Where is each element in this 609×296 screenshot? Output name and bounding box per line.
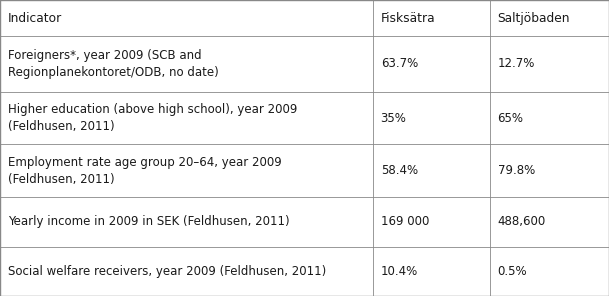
Text: 488,600: 488,600 — [498, 215, 546, 228]
Text: Yearly income in 2009 in SEK (Feldhusen, 2011): Yearly income in 2009 in SEK (Feldhusen,… — [8, 215, 289, 228]
Text: 58.4%: 58.4% — [381, 164, 418, 177]
Text: 10.4%: 10.4% — [381, 265, 418, 278]
Text: Social welfare receivers, year 2009 (Feldhusen, 2011): Social welfare receivers, year 2009 (Fel… — [8, 265, 326, 278]
Text: 79.8%: 79.8% — [498, 164, 535, 177]
Text: 35%: 35% — [381, 112, 406, 125]
Text: 12.7%: 12.7% — [498, 57, 535, 70]
Text: Higher education (above high school), year 2009
(Feldhusen, 2011): Higher education (above high school), ye… — [8, 103, 297, 133]
Text: 0.5%: 0.5% — [498, 265, 527, 278]
Text: 65%: 65% — [498, 112, 524, 125]
Text: Foreigners*, year 2009 (SCB and
Regionplanekontoret/ODB, no date): Foreigners*, year 2009 (SCB and Regionpl… — [8, 49, 219, 79]
Text: Fisksätra: Fisksätra — [381, 12, 435, 25]
Text: 169 000: 169 000 — [381, 215, 429, 228]
Text: Saltjöbaden: Saltjöbaden — [498, 12, 570, 25]
Text: 63.7%: 63.7% — [381, 57, 418, 70]
Text: Indicator: Indicator — [8, 12, 62, 25]
Text: Employment rate age group 20–64, year 2009
(Feldhusen, 2011): Employment rate age group 20–64, year 20… — [8, 155, 282, 186]
